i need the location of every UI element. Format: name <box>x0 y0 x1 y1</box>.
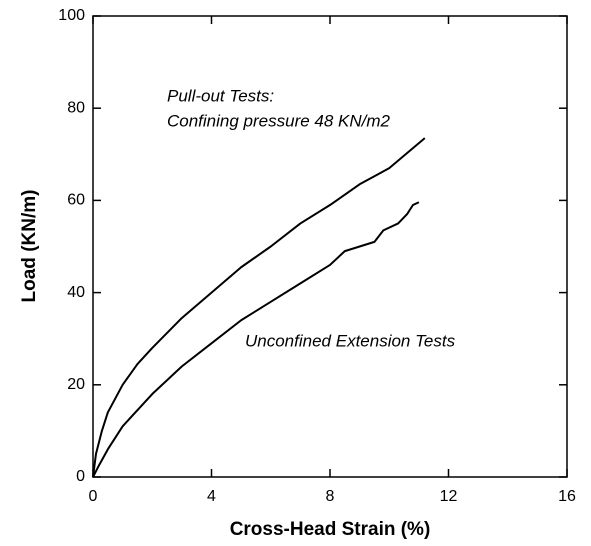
y-tick-label: 100 <box>58 7 85 24</box>
plot-frame <box>92 15 568 478</box>
y-tick-label: 20 <box>67 376 85 393</box>
x-axis-label: Cross-Head Strain (%) <box>230 519 431 540</box>
y-tick-label: 40 <box>67 284 85 301</box>
x-tick-label: 8 <box>326 488 335 505</box>
x-tick-label: 12 <box>440 488 458 505</box>
y-tick-label: 60 <box>67 192 85 209</box>
data-line <box>92 137 426 478</box>
x-tick-label: 0 <box>89 488 98 505</box>
data-line <box>92 201 420 478</box>
x-tick-label: 16 <box>558 488 576 505</box>
annotation: Pull-out Tests: <box>167 86 274 105</box>
x-tick-label: 4 <box>207 488 216 505</box>
y-tick-label: 80 <box>67 99 85 116</box>
annotation: Unconfined Extension Tests <box>245 331 456 350</box>
y-tick-label: 0 <box>76 468 85 485</box>
annotation: Confining pressure 48 KN/m2 <box>167 111 391 130</box>
y-axis-label: Load (KN/m) <box>19 190 40 303</box>
